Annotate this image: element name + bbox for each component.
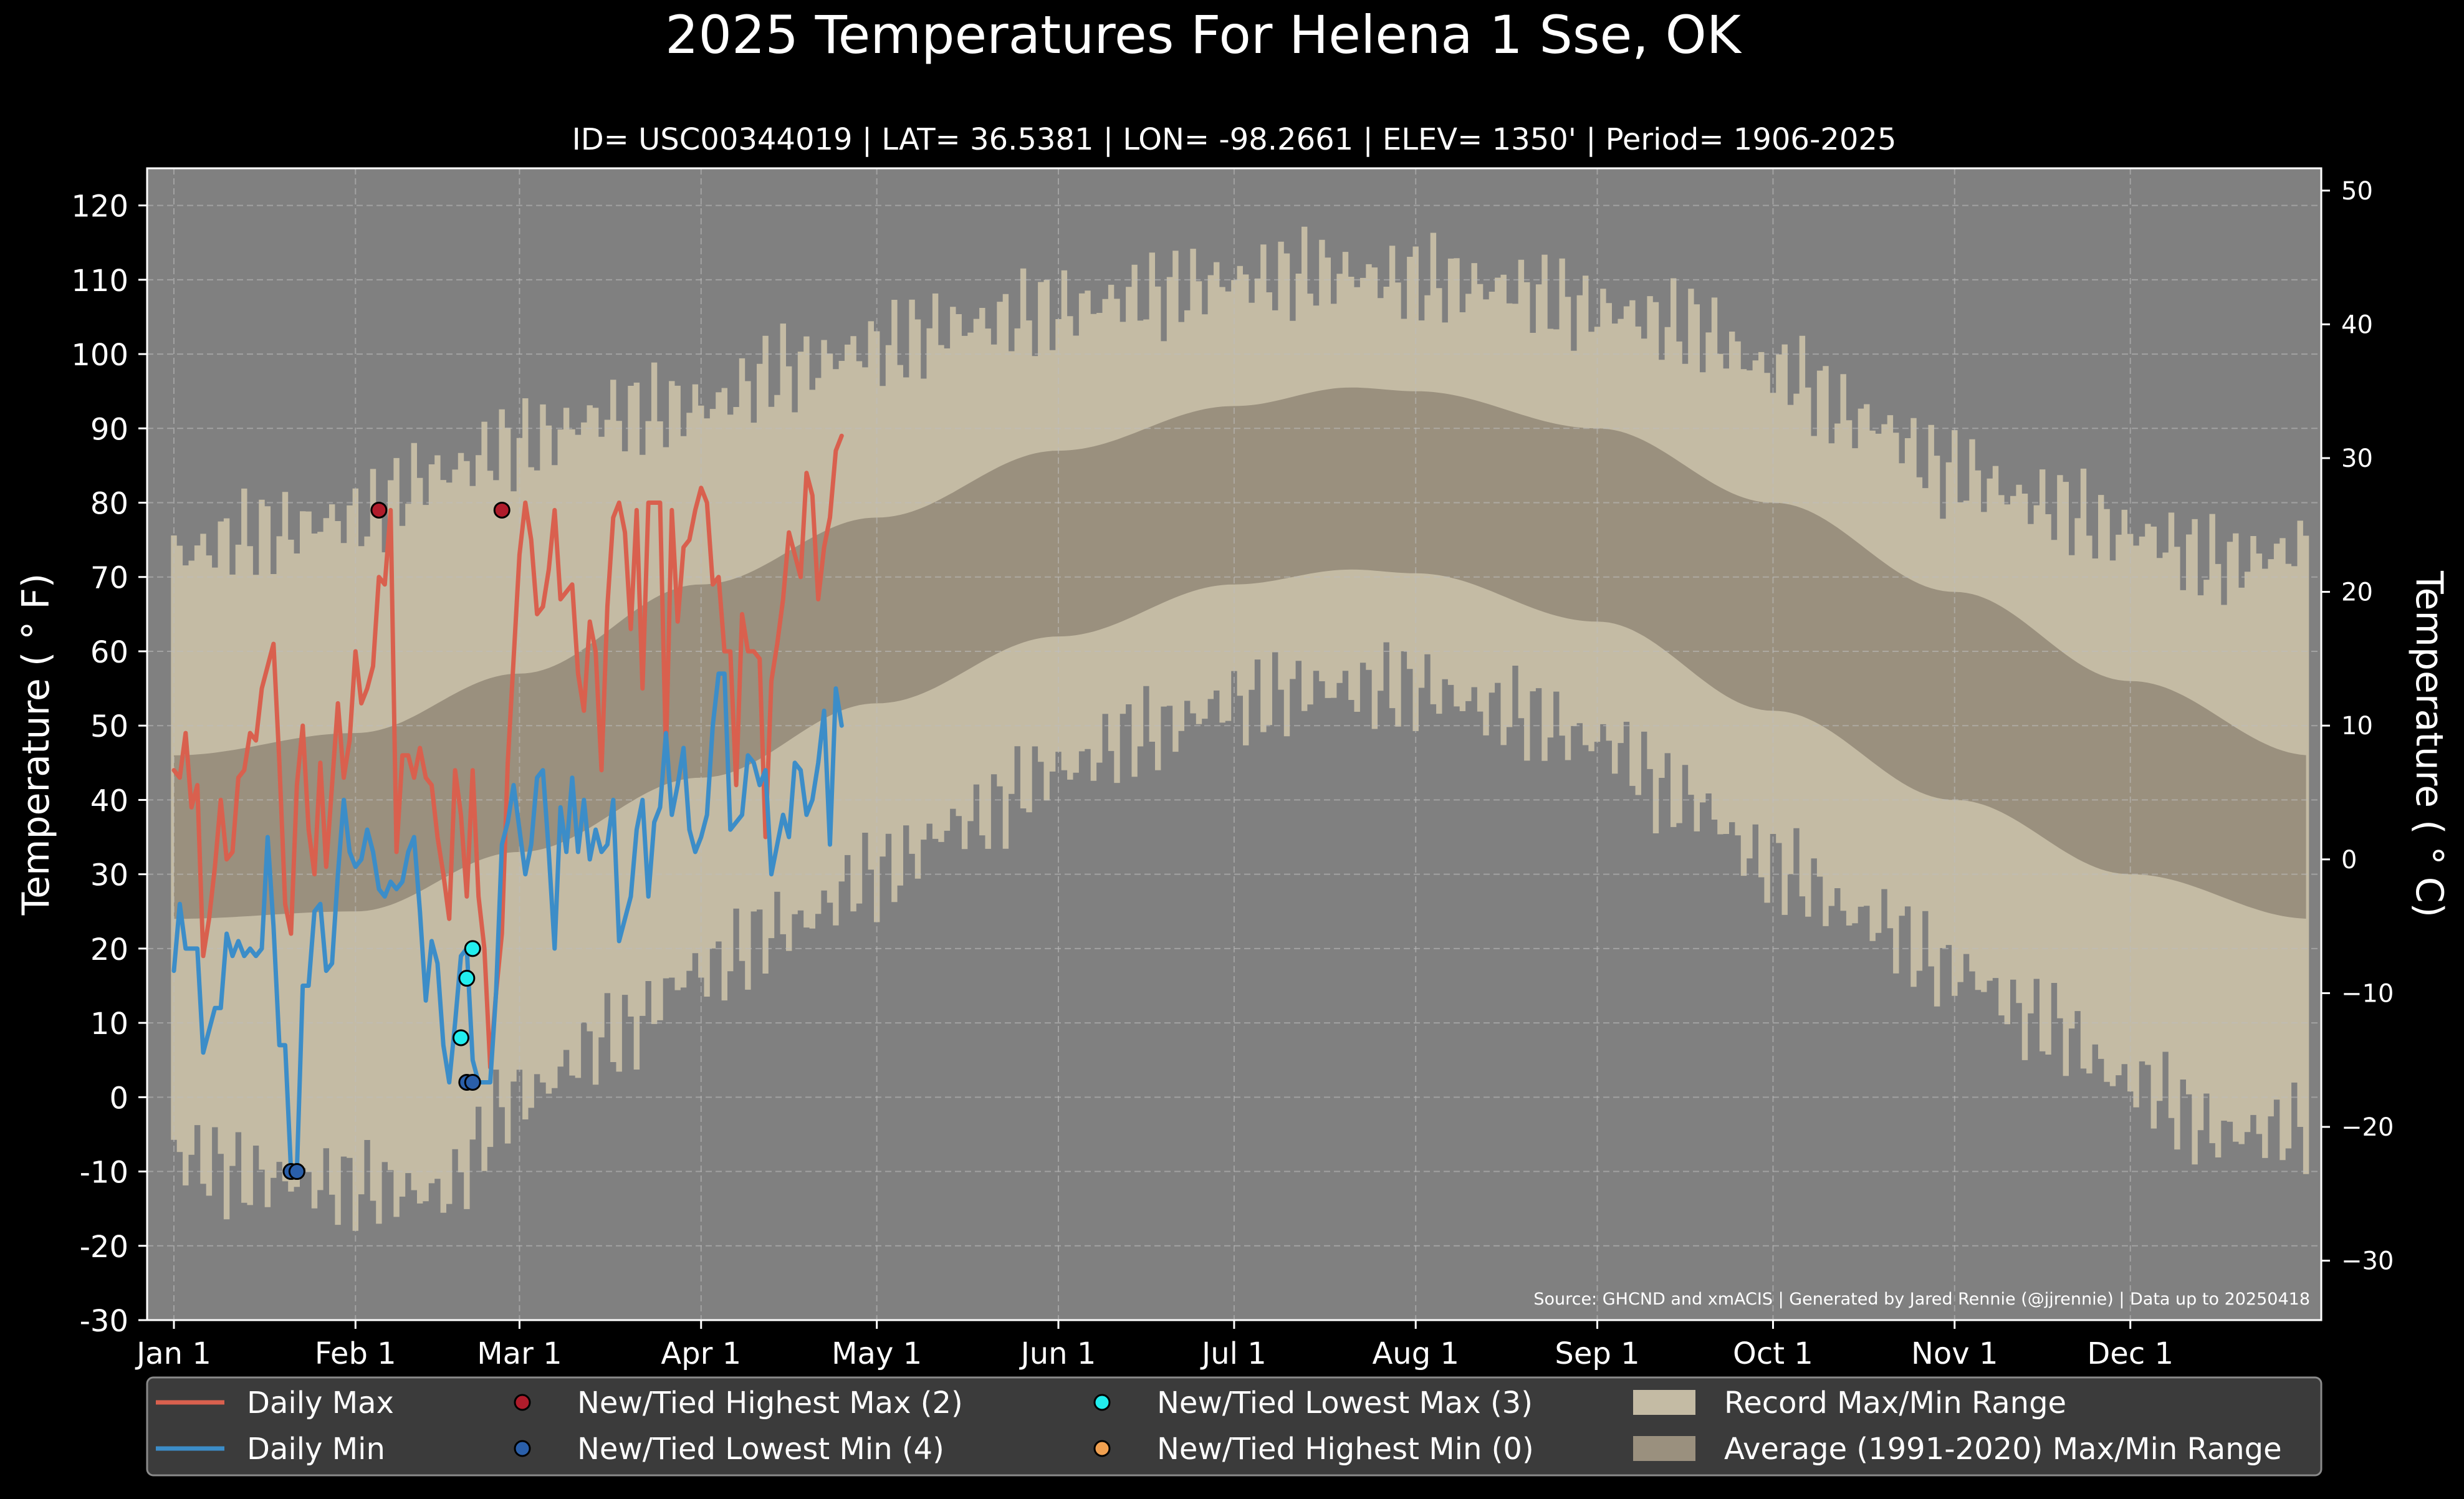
chart-title: 2025 Temperatures For Helena 1 Sse, OK — [665, 4, 1742, 65]
record-point — [493, 501, 511, 519]
y-tick-label: 70 — [90, 561, 128, 596]
x-tick-label: Mar 1 — [477, 1336, 562, 1371]
x-axis: Jan 1 Feb 1 Mar 1 Apr 1 May 1 Jun 1 Jul 1 Aug 1… — [135, 1320, 2174, 1371]
y-tick-label: 20 — [90, 932, 128, 967]
legend-swatch-dot — [1093, 1394, 1111, 1411]
y-tick-label: 0 — [109, 1081, 128, 1116]
y-right-tick-label: 10 — [2341, 712, 2373, 740]
x-tick-label: Sep 1 — [1555, 1336, 1639, 1371]
y-axis-label-right: Temperature ( ° C) — [2407, 570, 2451, 917]
legend-swatch-patch — [1633, 1436, 1695, 1461]
record-range-band — [171, 226, 2309, 1231]
y-tick-label: 100 — [71, 338, 128, 373]
record-point — [464, 940, 481, 957]
x-tick-label: Aug 1 — [1372, 1336, 1459, 1371]
y-right-tick-label: −10 — [2341, 979, 2394, 1008]
y-axis-right: −30 −20 −10 0 10 20 30 40 50 — [2321, 177, 2394, 1276]
legend: Daily Max Daily Min New/Tied Highest Max (… — [146, 1376, 2323, 1477]
record-point — [452, 1029, 469, 1046]
legend-swatch-patch — [1633, 1390, 1695, 1415]
y-right-tick-label: 20 — [2341, 578, 2373, 607]
y-tick-label: 50 — [90, 709, 128, 744]
record-markers — [282, 501, 511, 1181]
y-tick-label: 60 — [90, 635, 128, 670]
legend-label: Daily Max — [247, 1386, 394, 1420]
y-tick-label: 80 — [90, 487, 128, 522]
record-point — [464, 1073, 481, 1091]
y-right-tick-label: −20 — [2341, 1113, 2394, 1142]
y-right-tick-label: 30 — [2341, 444, 2373, 473]
y-right-tick-label: 50 — [2341, 177, 2373, 206]
y-axis-label-left: Temperature ( ° F) — [14, 573, 58, 916]
y-tick-label: 10 — [90, 1007, 128, 1042]
x-tick-label: Jun 1 — [1019, 1336, 1096, 1371]
x-tick-label: Oct 1 — [1733, 1336, 1813, 1371]
record-point — [288, 1163, 305, 1181]
grid-lines — [147, 168, 2321, 1321]
x-tick-label: Feb 1 — [315, 1336, 396, 1371]
series-line-daily-max — [171, 433, 844, 1070]
legend-label: New/Tied Lowest Max (3) — [1157, 1386, 1533, 1420]
y-tick-label: 120 — [71, 189, 128, 224]
x-tick-label: Jul 1 — [1200, 1336, 1267, 1371]
source-note: Source: GHCND and xmACIS | Generated by … — [1533, 1290, 2310, 1309]
x-tick-label: Nov 1 — [1911, 1336, 1998, 1371]
legend-swatch-dot — [514, 1394, 531, 1411]
daily-series — [171, 433, 844, 1174]
record-range-area — [171, 226, 2309, 1231]
legend-label: New/Tied Highest Max (2) — [577, 1386, 963, 1420]
y-axis-left: -30 -20 -10 0 10 20 30 40 50 60 70 80 90 100 110 120 — [71, 189, 147, 1339]
x-tick-label: May 1 — [832, 1336, 922, 1371]
legend-box — [146, 1376, 2323, 1477]
record-point — [458, 970, 476, 987]
y-tick-label: 40 — [90, 783, 128, 818]
y-tick-label: -20 — [80, 1230, 128, 1265]
legend-swatch-dot — [1093, 1440, 1111, 1457]
y-right-tick-label: −30 — [2341, 1247, 2394, 1276]
y-tick-label: 90 — [90, 412, 128, 447]
legend-label: New/Tied Highest Min (0) — [1157, 1432, 1534, 1467]
y-tick-label: 110 — [71, 264, 128, 299]
legend-swatch-dot — [514, 1440, 531, 1457]
legend-label: Daily Min — [247, 1432, 385, 1467]
x-tick-label: Dec 1 — [2087, 1336, 2174, 1371]
y-tick-label: 30 — [90, 858, 128, 893]
x-tick-label: Apr 1 — [661, 1336, 741, 1371]
chart-subtitle: ID= USC00344019 | LAT= 36.5381 | LON= -9… — [572, 122, 1897, 157]
legend-label: Record Max/Min Range — [1724, 1386, 2066, 1420]
y-tick-label: -10 — [80, 1156, 128, 1190]
series-line-daily-min — [171, 671, 844, 1174]
legend-label: New/Tied Lowest Min (4) — [577, 1432, 944, 1467]
y-right-tick-label: 40 — [2341, 310, 2373, 339]
record-point — [370, 501, 388, 519]
y-tick-label: -30 — [80, 1304, 128, 1339]
y-right-tick-label: 0 — [2341, 846, 2357, 874]
x-tick-label: Jan 1 — [135, 1336, 211, 1371]
legend-label: Average (1991-2020) Max/Min Range — [1724, 1432, 2282, 1467]
